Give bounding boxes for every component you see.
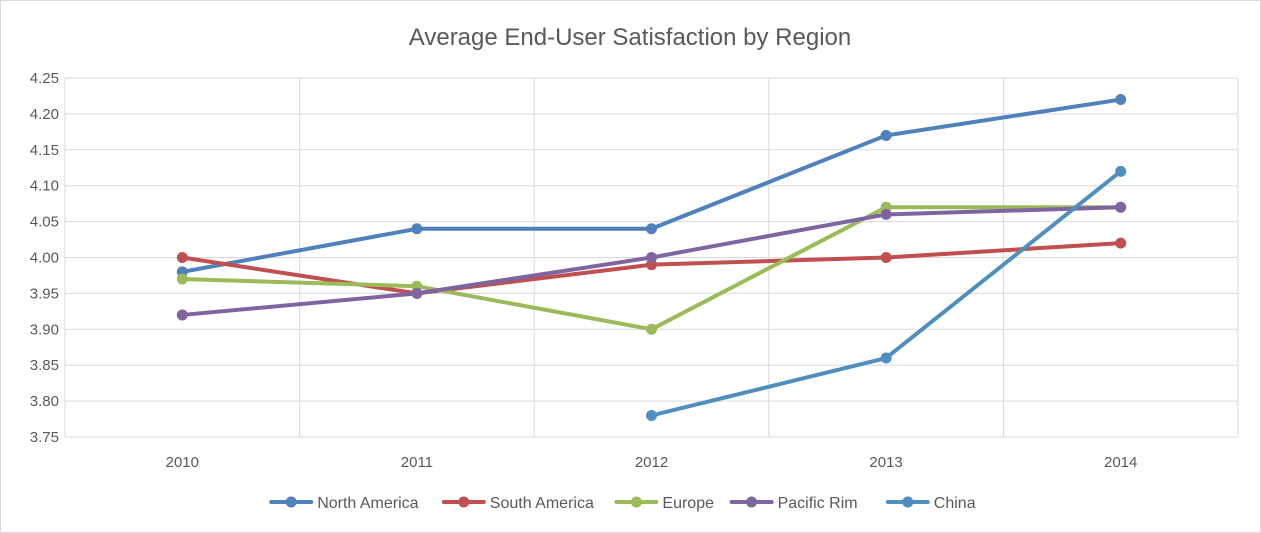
series-group bbox=[176, 94, 1127, 421]
y-tick-label: 4.25 bbox=[30, 70, 59, 87]
x-tick-label: 2011 bbox=[401, 454, 433, 471]
y-tick-label: 3.90 bbox=[30, 321, 59, 338]
data-point bbox=[646, 409, 657, 421]
legend-swatch-marker bbox=[630, 496, 642, 508]
x-tick-label: 2013 bbox=[869, 454, 902, 471]
x-axis-ticks: 2010 2011 2012 2013 2014 bbox=[166, 454, 1138, 471]
x-tick-label: 2014 bbox=[1104, 454, 1137, 471]
legend-swatch-marker bbox=[746, 496, 758, 508]
data-point bbox=[1115, 94, 1127, 106]
y-tick-label: 3.95 bbox=[30, 285, 59, 302]
legend-swatch-marker bbox=[458, 496, 470, 508]
data-point bbox=[646, 223, 657, 235]
data-point bbox=[646, 252, 657, 263]
legend-item: North America bbox=[269, 495, 419, 512]
legend-item: Pacific Rim bbox=[729, 495, 858, 512]
data-point bbox=[880, 129, 892, 141]
series-pacific-rim bbox=[176, 201, 1127, 321]
legend-item: Europe bbox=[614, 495, 714, 512]
legend-item: China bbox=[885, 495, 976, 512]
legend: North America South America Europe Pacific … bbox=[269, 495, 976, 512]
data-point bbox=[1115, 201, 1127, 213]
data-point bbox=[176, 252, 188, 263]
y-tick-label: 4.20 bbox=[30, 106, 59, 123]
y-tick-label: 3.75 bbox=[30, 429, 59, 446]
legend-swatch-marker bbox=[902, 496, 914, 508]
legend-item: South America bbox=[441, 495, 594, 512]
legend-label: South America bbox=[490, 495, 594, 512]
data-point bbox=[176, 309, 188, 321]
y-tick-label: 4.10 bbox=[30, 178, 59, 195]
series-china bbox=[646, 165, 1127, 421]
grid bbox=[64, 77, 1239, 438]
y-tick-label: 3.80 bbox=[30, 393, 59, 410]
legend-label: Pacific Rim bbox=[778, 495, 858, 512]
chart-title: Average End-User Satisfaction by Region bbox=[409, 24, 851, 51]
data-point bbox=[880, 252, 892, 263]
legend-label: Europe bbox=[662, 495, 714, 512]
data-point bbox=[1115, 237, 1127, 249]
x-tick-label: 2012 bbox=[635, 454, 668, 471]
x-tick-label: 2010 bbox=[166, 454, 199, 471]
y-tick-label: 4.00 bbox=[30, 250, 59, 267]
data-point bbox=[880, 208, 892, 220]
legend-swatch-marker bbox=[285, 496, 297, 508]
legend-label: North America bbox=[317, 495, 418, 512]
data-point bbox=[646, 323, 657, 335]
y-tick-label: 4.05 bbox=[30, 214, 59, 231]
legend-label: China bbox=[934, 495, 976, 512]
data-point bbox=[880, 352, 892, 364]
data-point bbox=[1115, 165, 1127, 177]
data-point bbox=[411, 223, 423, 235]
data-point bbox=[411, 287, 423, 299]
series-north-america bbox=[176, 94, 1127, 278]
y-axis-ticks: 3.75 3.80 3.85 3.90 3.95 4.00 4.05 4.10 4.15 4.20… bbox=[30, 70, 59, 446]
y-tick-label: 4.15 bbox=[30, 142, 59, 159]
data-point bbox=[176, 273, 188, 285]
y-tick-label: 3.85 bbox=[30, 357, 59, 374]
